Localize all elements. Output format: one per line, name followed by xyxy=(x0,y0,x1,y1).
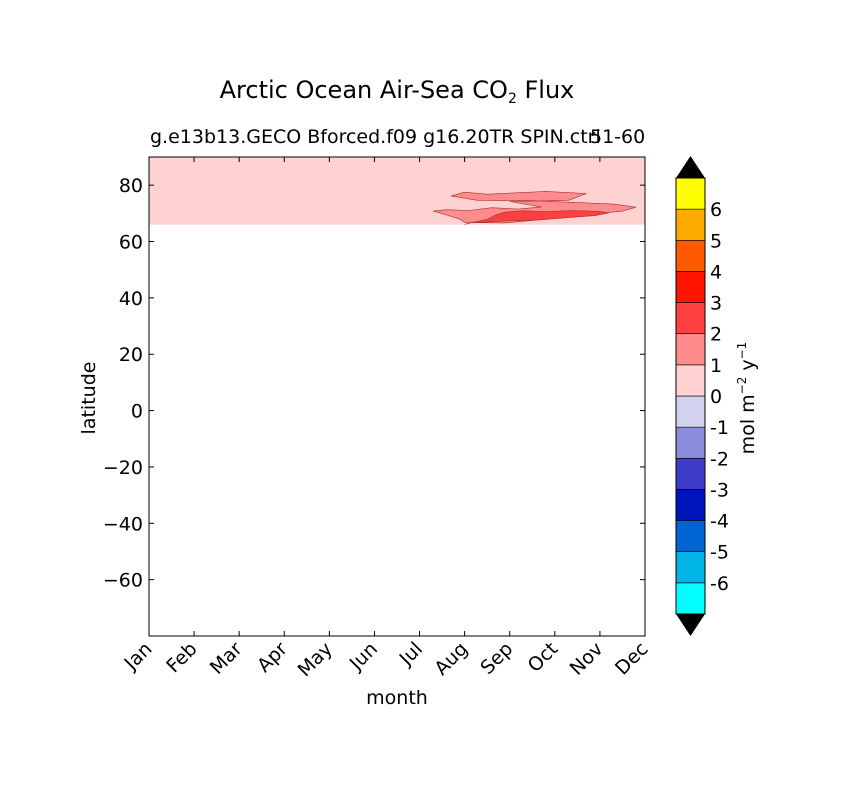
colorbar-tick-label: -6 xyxy=(710,573,729,595)
colorbar-extend-high xyxy=(676,156,705,178)
colorbar-label-exponent-2: −1 xyxy=(735,342,749,360)
colorbar-segment xyxy=(675,551,706,584)
plot-area xyxy=(148,156,646,637)
plot-frame xyxy=(148,156,646,637)
colorbar-tick-label: 6 xyxy=(710,199,722,221)
x-tick-label: Mar xyxy=(206,638,247,679)
colorbar-tick-label: 3 xyxy=(710,293,722,315)
colorbar-segment xyxy=(675,489,706,521)
x-axis-label: month xyxy=(366,687,428,709)
colorbar-label-exponent-1: −2 xyxy=(735,377,749,395)
colorbar-extend-low xyxy=(676,614,705,636)
y-tick-label: −40 xyxy=(103,513,143,535)
colorbar-tick-label: 5 xyxy=(710,230,722,252)
y-tick-label: 40 xyxy=(119,288,143,310)
colorbar-tick-label: 2 xyxy=(710,324,722,346)
colorbar-segment xyxy=(675,395,706,428)
colorbar-segment xyxy=(675,177,706,210)
colorbar-segment xyxy=(675,271,706,303)
x-tick-label: Nov xyxy=(566,638,608,680)
x-tick-label: May xyxy=(294,638,337,681)
contour-region-1 xyxy=(464,210,609,225)
y-tick-label: 0 xyxy=(131,401,143,423)
chart-title: Arctic Ocean Air-Sea CO2 Flux xyxy=(219,76,575,107)
colorbar-tick-label: 1 xyxy=(710,355,722,377)
colorbar: -6 -5 -4 -3 -2 -1 0 1 2 3 4 5 6 xyxy=(675,156,729,636)
colorbar-segment xyxy=(675,208,706,241)
x-tick-label: Apr xyxy=(253,638,292,677)
colorbar-tick-label: 4 xyxy=(710,261,722,283)
colorbar-tick-label: -3 xyxy=(710,479,729,501)
colorbar-segment xyxy=(675,333,706,366)
chart-subtitle: g.e13b13.GECO Bforced.f09 g16.20TR SPIN.… xyxy=(150,126,601,148)
colorbar-tick-label: -2 xyxy=(710,448,729,470)
colorbar-segment xyxy=(675,582,706,615)
chart-subtitle-right: 51-60 xyxy=(590,126,646,148)
x-axis: Jan Feb Mar Apr May Jun Jul Aug Sep Oct Nov Dec xyxy=(120,157,653,681)
colorbar-frame xyxy=(675,177,706,615)
x-tick-label: Jun xyxy=(345,638,382,675)
svg-text:mol m−2y−1: mol m−2 y−1 xyxy=(735,342,759,455)
colorbar-segment xyxy=(675,302,706,335)
x-tick-label: Sep xyxy=(476,638,517,679)
colorbar-segment xyxy=(675,426,706,459)
colorbar-tick-label: -1 xyxy=(710,417,729,439)
x-tick-label: Jan xyxy=(120,638,157,675)
y-axis: 80 60 40 20 0 −20 −40 −60 xyxy=(103,175,645,592)
colorbar-label-unit: mol m xyxy=(737,394,759,454)
y-tick-label: 80 xyxy=(119,175,143,197)
y-axis-label: latitude xyxy=(78,362,100,435)
colorbar-tick-label: 0 xyxy=(710,386,722,408)
contour-region-0 xyxy=(433,191,637,224)
y-tick-label: 60 xyxy=(119,232,143,254)
colorbar-label: mol m−2 y−1 xyxy=(735,342,759,455)
x-tick-label: Aug xyxy=(430,638,472,680)
x-tick-label: Jul xyxy=(395,638,427,670)
colorbar-label-time: y xyxy=(737,359,759,370)
x-tick-label: Oct xyxy=(524,638,563,677)
y-tick-label: −60 xyxy=(103,570,143,592)
x-tick-label: Dec xyxy=(611,638,653,680)
y-tick-label: 20 xyxy=(119,344,143,366)
colorbar-tick-label: -4 xyxy=(710,511,729,533)
x-tick-label: Feb xyxy=(162,638,201,677)
colorbar-segment xyxy=(675,520,706,553)
colorbar-segment xyxy=(675,364,706,397)
y-tick-label: −20 xyxy=(103,457,143,479)
colorbar-segment xyxy=(675,457,706,490)
colorbar-tick-label: -5 xyxy=(710,542,729,564)
colorbar-segment xyxy=(675,239,706,272)
